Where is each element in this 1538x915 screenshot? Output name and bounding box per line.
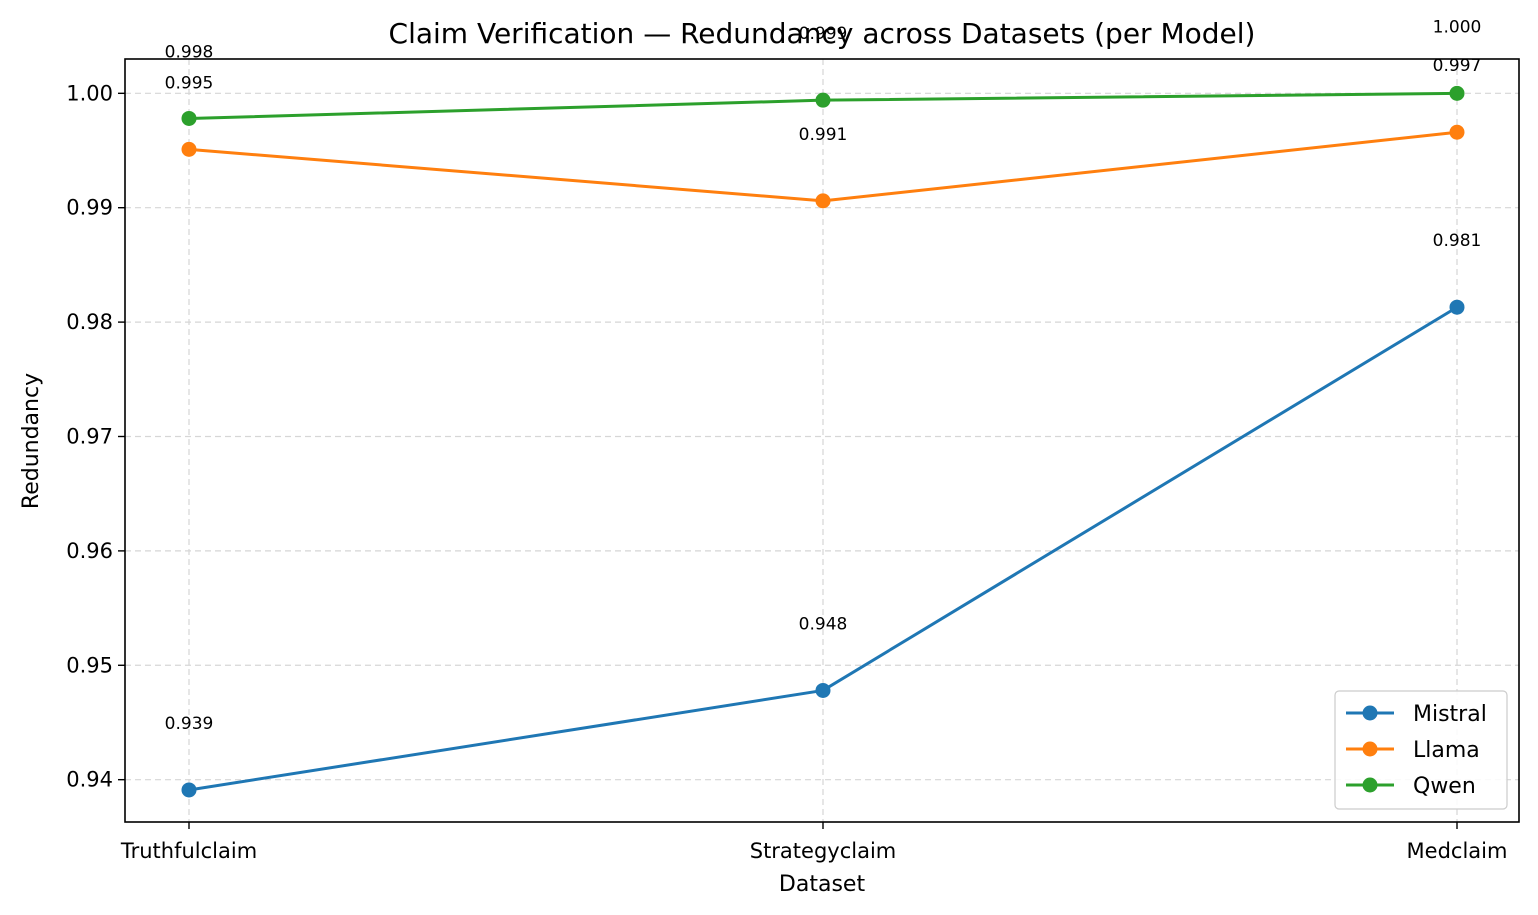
tick-layer: 0.94 0.95 0.96 0.97 0.98 0.99 1.00 Truthfulclai…: [66, 81, 1507, 863]
data-label-layer: 0.939 0.948 0.981 0.995 0.991 0.997 0.998 0.999…: [165, 17, 1482, 734]
data-point-qwen: [1449, 85, 1465, 101]
x-tick-label: Medclaim: [1407, 839, 1508, 863]
legend-label-mistral: Mistral: [1413, 702, 1487, 727]
data-point-llama: [815, 193, 831, 209]
y-tick-label: 0.98: [66, 310, 113, 334]
plot-frame: [124, 58, 1520, 823]
legend-label-qwen: Qwen: [1413, 774, 1476, 799]
x-tick-label: Truthfulclaim: [120, 839, 257, 863]
series-layer: [181, 85, 1465, 798]
data-label-mistral: 0.981: [1433, 231, 1482, 251]
data-label-llama: 0.997: [1433, 56, 1482, 76]
legend-label-llama: Llama: [1413, 738, 1480, 763]
legend-marker-mistral: [1362, 705, 1378, 721]
data-label-mistral: 0.939: [165, 714, 214, 734]
data-point-qwen: [181, 110, 197, 126]
data-point-qwen: [815, 92, 831, 108]
y-tick-label: 0.97: [66, 424, 113, 448]
y-axis-label: Redundancy: [19, 373, 44, 509]
data-label-qwen: 1.000: [1433, 17, 1482, 37]
x-axis-label: Dataset: [779, 872, 866, 897]
legend-marker-llama: [1362, 741, 1378, 757]
legend-box: [1334, 690, 1508, 810]
legend-marker-qwen: [1362, 777, 1378, 793]
data-point-mistral: [1449, 299, 1465, 315]
data-point-llama: [1449, 124, 1465, 140]
y-tick-label: 0.96: [66, 539, 113, 563]
data-label-mistral: 0.948: [799, 614, 848, 634]
data-point-mistral: [181, 782, 197, 798]
chart-title: Claim Verification — Redundancy across D…: [389, 17, 1256, 50]
data-label-qwen: 0.998: [165, 42, 214, 62]
y-tick-label: 0.99: [66, 196, 113, 220]
legend: Mistral Llama Qwen: [1334, 690, 1508, 810]
x-tick-label: Strategyclaim: [750, 839, 897, 863]
data-label-llama: 0.995: [165, 73, 214, 93]
y-tick-label: 0.95: [66, 653, 113, 677]
y-tick-label: 0.94: [66, 768, 113, 792]
data-point-mistral: [815, 682, 831, 698]
grid-layer: [125, 59, 1519, 822]
data-point-llama: [181, 141, 197, 157]
data-label-qwen: 0.999: [799, 24, 848, 44]
data-label-llama: 0.991: [799, 125, 848, 145]
y-tick-label: 1.00: [66, 81, 113, 105]
